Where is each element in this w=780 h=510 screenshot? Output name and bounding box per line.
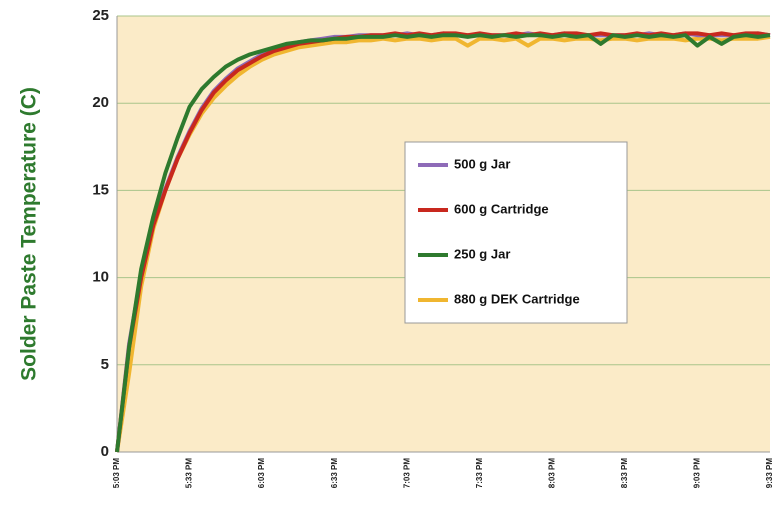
x-tick-label: 5:03 PM (112, 458, 121, 489)
y-tick-label: 20 (92, 94, 109, 111)
x-tick-label: 6:33 PM (330, 458, 339, 489)
legend (404, 141, 628, 324)
y-tick-label: 15 (92, 181, 109, 198)
legend-label: 250 g Jar (454, 246, 510, 261)
x-tick-label: 5:33 PM (185, 458, 194, 489)
y-tick-label: 5 (101, 356, 109, 373)
y-tick-label: 25 (92, 7, 109, 24)
legend-label: 500 g Jar (454, 156, 510, 171)
lines (115, 15, 771, 453)
x-tick-label: 7:03 PM (402, 458, 411, 489)
x-tick-label: 8:33 PM (620, 458, 629, 489)
legend-label: 880 g DEK Cartridge (454, 291, 580, 306)
y-tick-label: 10 (92, 269, 109, 286)
x-tick-label: 6:03 PM (257, 458, 266, 489)
x-tick-label: 7:33 PM (475, 458, 484, 489)
x-tick-label: 8:03 PM (547, 458, 556, 489)
series-line (115, 33, 771, 453)
x-tick-label: 9:33 PM (765, 458, 774, 489)
series-line (115, 34, 771, 453)
y-tick-label: 0 (101, 443, 109, 460)
y-axis-title: Solder Paste Temperature (C) (18, 87, 41, 381)
legend-label: 600 g Cartridge (454, 201, 549, 216)
x-tick-label: 9:03 PM (693, 458, 702, 489)
